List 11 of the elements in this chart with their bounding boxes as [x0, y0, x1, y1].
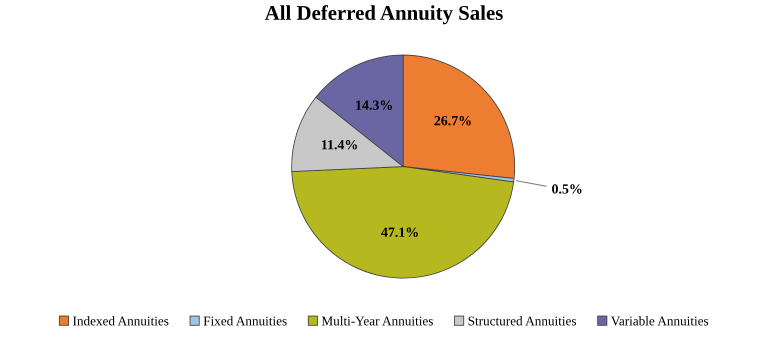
- legend-label: Structured Annuities: [468, 316, 576, 326]
- legend-label: Fixed Annuities: [204, 316, 287, 326]
- legend-label: Indexed Annuities: [73, 316, 168, 326]
- data-label: 14.3%: [356, 100, 392, 110]
- data-label: 11.4%: [322, 140, 357, 150]
- legend-label: Variable Annuities: [610, 316, 708, 326]
- data-label: 0.5%: [552, 184, 582, 194]
- data-label: 47.1%: [381, 228, 418, 237]
- data-label: 26.7%: [434, 116, 471, 126]
- chart-title: All Deferred Annuity Sales: [264, 5, 503, 24]
- legend-label: Multi-Year Annuities: [322, 316, 433, 326]
